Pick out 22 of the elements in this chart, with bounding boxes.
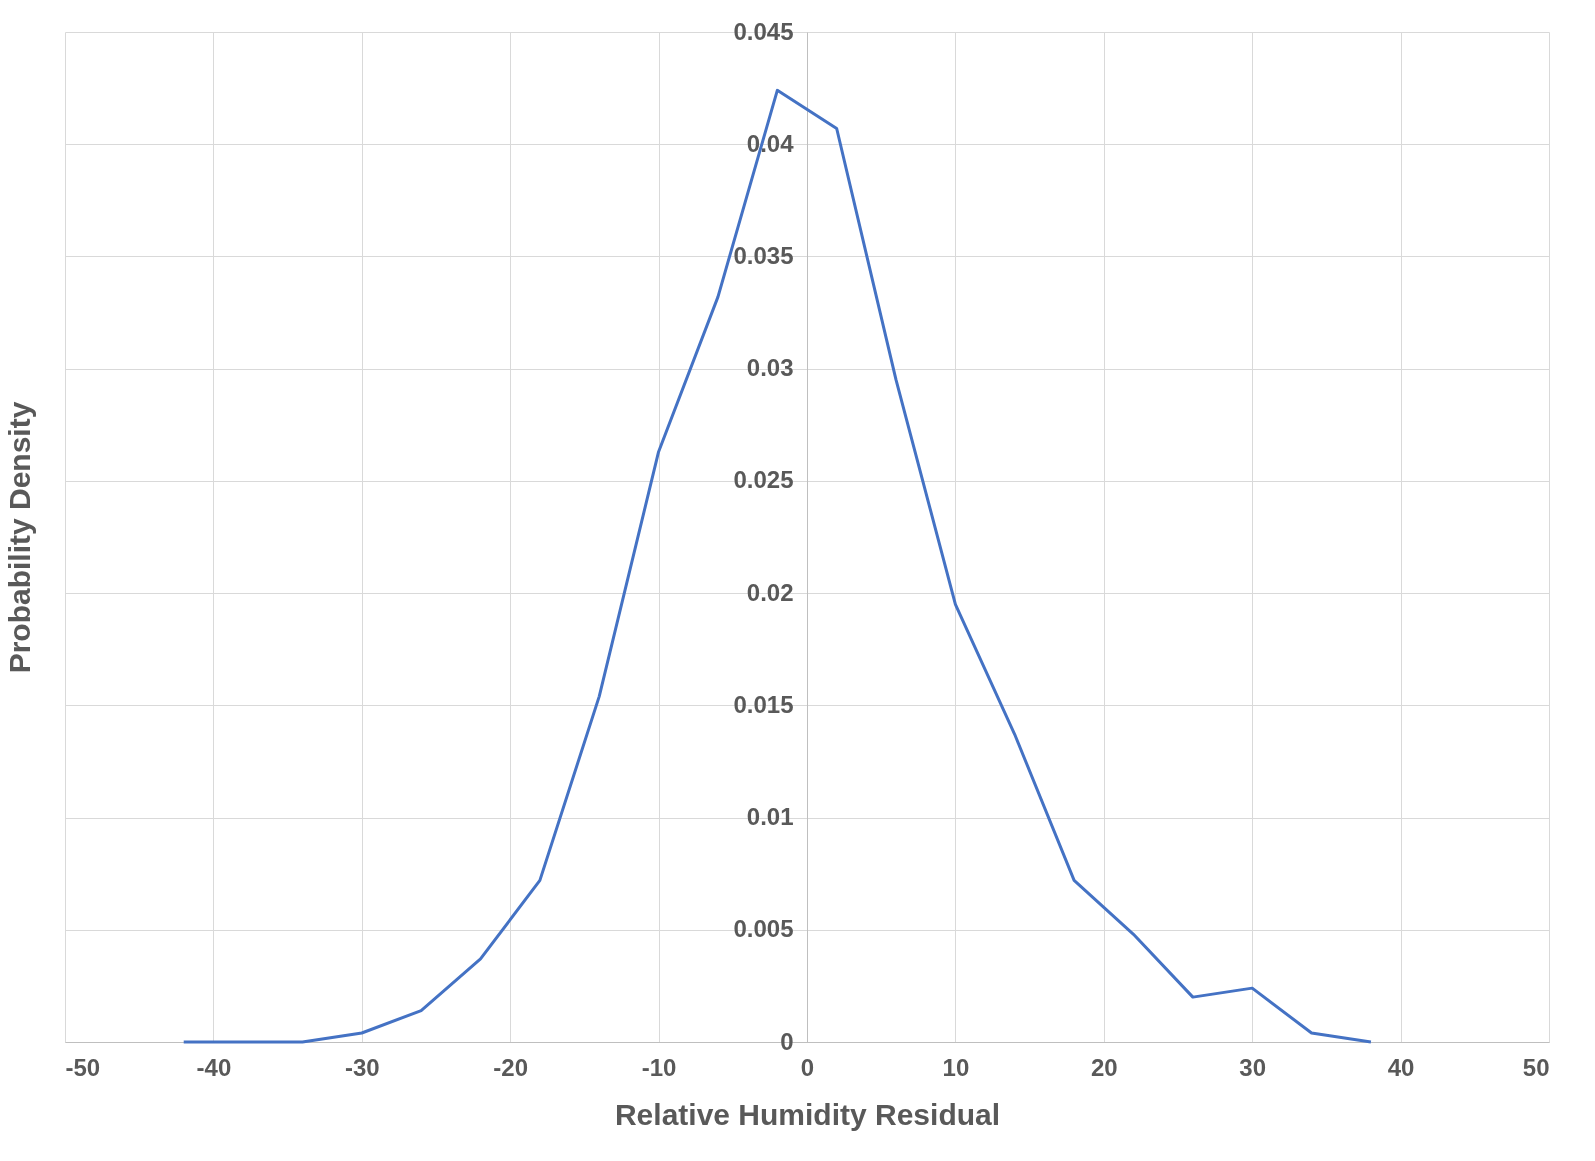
x-tick-label: 10: [942, 1053, 970, 1081]
x-tick-label: -40: [196, 1053, 232, 1081]
y-tick-label: 0.01: [746, 803, 794, 831]
y-tick-label: 0.025: [733, 466, 794, 494]
x-tick-label: -30: [344, 1053, 380, 1081]
y-tick-label: 0.045: [733, 17, 794, 45]
y-tick-label: 0.02: [746, 578, 794, 606]
y-tick-label: 0.005: [733, 915, 794, 943]
y-axis-title: Probability Density: [2, 401, 36, 674]
x-tick-label: 40: [1387, 1053, 1415, 1081]
x-tick-label: 50: [1522, 1053, 1550, 1081]
x-axis-title: Relative Humidity Residual: [614, 1097, 1001, 1131]
y-tick-label: 0.035: [733, 241, 794, 269]
x-tick-label: 0: [800, 1053, 815, 1081]
x-tick-label: 30: [1239, 1053, 1267, 1081]
x-tick-label: -50: [65, 1053, 101, 1081]
y-tick-label: 0: [780, 1027, 794, 1055]
x-tick-label: -10: [641, 1053, 677, 1081]
x-tick-label: -20: [493, 1053, 529, 1081]
x-tick-label: 20: [1090, 1053, 1118, 1081]
y-tick-label: 0.03: [746, 354, 794, 382]
y-tick-label: 0.015: [733, 690, 794, 718]
